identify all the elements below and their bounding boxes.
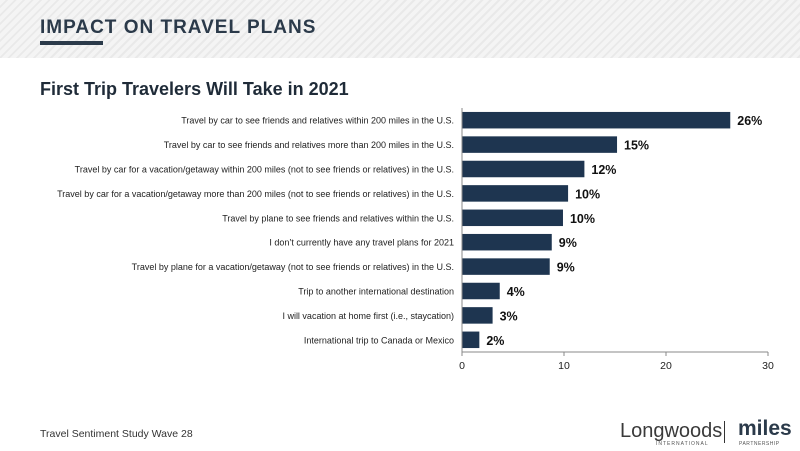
- category-label: International trip to Canada or Mexico: [304, 335, 454, 345]
- category-label: I will vacation at home first (i.e., sta…: [282, 311, 454, 321]
- bar-chart: Travel by car to see friends and relativ…: [57, 108, 774, 372]
- longwoods-logo: Longwoods: [620, 420, 723, 442]
- data-label: 26%: [737, 114, 762, 128]
- longwoods-logo-sub: INTERNATIONAL: [656, 441, 709, 447]
- data-label: 10%: [575, 187, 600, 201]
- bar: [462, 160, 585, 178]
- bar: [462, 233, 552, 251]
- category-label: Travel by car for a vacation/getaway wit…: [75, 165, 454, 175]
- x-tick-label: 0: [459, 360, 465, 372]
- data-label: 9%: [559, 236, 577, 250]
- category-label: Travel by car to see friends and relativ…: [181, 116, 454, 126]
- data-label: 2%: [486, 334, 504, 348]
- category-label: Travel by car for a vacation/getaway mor…: [57, 189, 454, 199]
- x-tick-label: 10: [558, 360, 570, 372]
- bar: [462, 185, 569, 202]
- miles-logo: miles: [738, 417, 792, 440]
- data-label: 15%: [624, 139, 649, 153]
- x-tick-label: 30: [762, 360, 774, 372]
- data-label: 4%: [507, 285, 525, 299]
- bar: [462, 136, 618, 153]
- x-tick-label: 20: [660, 360, 672, 372]
- bar: [462, 258, 550, 275]
- title-underline: [40, 41, 103, 45]
- footer-source: Travel Sentiment Study Wave 28: [40, 428, 193, 440]
- bar: [462, 307, 493, 324]
- data-label: 3%: [500, 309, 518, 323]
- section-title: IMPACT ON TRAVEL PLANS: [40, 17, 317, 38]
- bar: [462, 282, 500, 300]
- header-banner: IMPACT ON TRAVEL PLANS: [0, 0, 800, 58]
- category-label: Trip to another international destinatio…: [298, 287, 454, 297]
- category-label: Travel by car to see friends and relativ…: [164, 140, 454, 150]
- category-label: Travel by plane for a vacation/getaway (…: [132, 262, 454, 272]
- chart-title: First Trip Travelers Will Take in 2021: [40, 79, 349, 99]
- bar: [462, 209, 563, 227]
- data-label: 9%: [557, 261, 575, 275]
- data-label: 12%: [591, 163, 616, 177]
- category-label: Travel by plane to see friends and relat…: [222, 213, 454, 223]
- logo-separator: [724, 421, 725, 443]
- bar: [462, 331, 480, 349]
- data-label: 10%: [570, 212, 595, 226]
- category-label: I don’t currently have any travel plans …: [269, 238, 454, 248]
- bar: [462, 111, 731, 129]
- miles-logo-sub: PARTNERSHIP: [739, 441, 780, 447]
